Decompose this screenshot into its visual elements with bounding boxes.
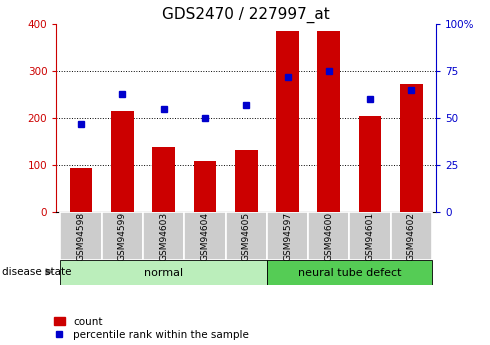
Bar [308,212,349,260]
Text: GSM94602: GSM94602 [407,212,416,261]
Text: neural tube defect: neural tube defect [297,268,401,277]
Bar [359,116,381,212]
Bar [391,212,432,260]
Text: GSM94599: GSM94599 [118,212,127,261]
Bar [400,84,423,212]
Text: disease state: disease state [2,267,72,277]
Bar [267,260,432,285]
Bar [318,31,340,212]
Text: GSM94600: GSM94600 [324,212,333,261]
Bar [184,212,225,260]
Title: GDS2470 / 227997_at: GDS2470 / 227997_at [162,7,330,23]
Text: normal: normal [144,268,183,277]
Bar [60,212,102,260]
Bar [235,150,258,212]
Text: GSM94604: GSM94604 [200,212,209,261]
Bar [267,212,308,260]
Text: GSM94597: GSM94597 [283,212,292,261]
Bar [152,147,175,212]
Text: GSM94605: GSM94605 [242,212,251,261]
Bar [349,212,391,260]
Bar [276,31,299,212]
Legend: count, percentile rank within the sample: count, percentile rank within the sample [54,317,249,340]
Bar [143,212,184,260]
Text: GSM94598: GSM94598 [76,212,86,261]
Bar [70,168,93,212]
Bar [194,161,216,212]
Bar [111,111,134,212]
Bar [102,212,143,260]
Text: GSM94601: GSM94601 [366,212,374,261]
Bar [225,212,267,260]
Bar [60,260,267,285]
Text: GSM94603: GSM94603 [159,212,168,261]
